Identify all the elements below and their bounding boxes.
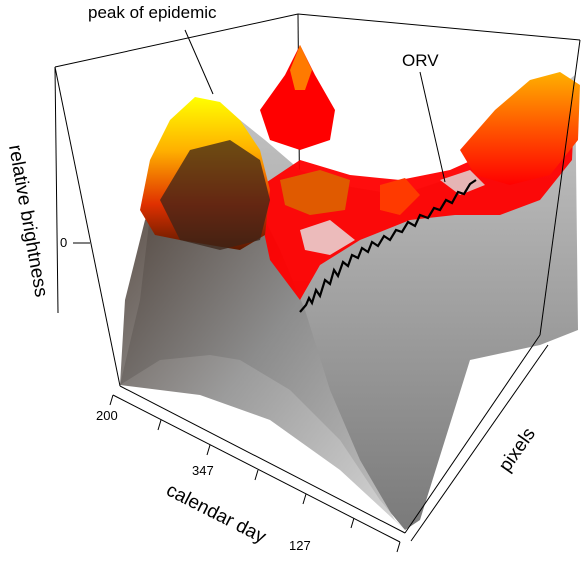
- x-tick-marks: [109, 394, 401, 553]
- x-tick-label-347: 347: [192, 463, 214, 478]
- surface-orange-patch-2: [380, 178, 420, 215]
- surface-back-peak: [260, 45, 335, 150]
- x-tick-label-200: 200: [96, 408, 118, 423]
- x-axis-line: [112, 394, 401, 543]
- surface-highlight: [300, 220, 355, 255]
- surface-front-slope: [120, 165, 405, 530]
- orv-leader-line: [419, 71, 446, 183]
- epidemic-leader-line: [184, 29, 214, 95]
- surface-epidemic-shadow: [160, 140, 270, 250]
- surface-orange-patch: [280, 170, 350, 215]
- box-front-edges: [54, 39, 581, 534]
- annotation-orv: ORV: [402, 51, 439, 70]
- surface-highlight-2: [440, 170, 485, 195]
- z-axis-title: relative brightness: [4, 143, 51, 299]
- x-tick-label-127: 127: [289, 538, 311, 553]
- z-tick-label: 0: [60, 235, 67, 250]
- surface-back-peak-top: [290, 45, 312, 90]
- y-axis-line: [410, 344, 549, 542]
- annotation-peak-of-epidemic: peak of epidemic: [88, 3, 217, 22]
- y-axis-title: pixels: [495, 424, 540, 476]
- orv-line: [299, 179, 477, 313]
- x-axis-title: calendar day: [163, 480, 270, 548]
- surface-right-hill: [460, 72, 580, 185]
- surface: [120, 45, 580, 530]
